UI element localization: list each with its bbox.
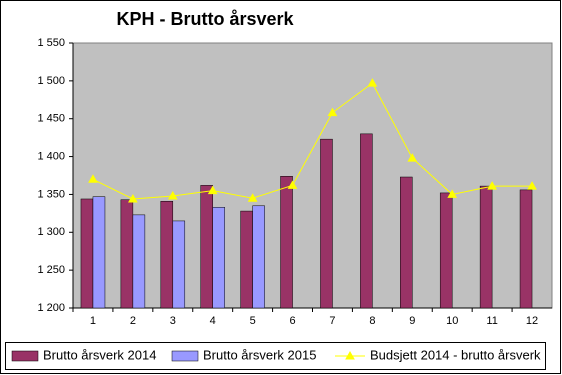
y-tick-label: 1 450 (37, 113, 65, 125)
bar (80, 198, 94, 309)
y-tick-label: 1 350 (37, 188, 65, 200)
marker (88, 174, 98, 183)
x-tick-label: 2 (130, 315, 136, 327)
marker (367, 78, 378, 87)
x-tick-label: 4 (210, 315, 216, 327)
y-tick-label: 1 300 (37, 226, 65, 238)
x-tick-label: 9 (409, 315, 415, 327)
bar (320, 138, 333, 309)
legend-label: Brutto årsverk 2015 (203, 347, 316, 362)
bar (160, 200, 174, 309)
bar (240, 210, 253, 309)
plot-area (72, 42, 553, 309)
bar (120, 199, 134, 309)
marker (487, 181, 497, 190)
bar (400, 176, 413, 309)
marker (447, 189, 458, 198)
y-tick-label: 1 250 (37, 264, 65, 276)
y-tick-label: 1 550 (37, 37, 65, 49)
marker (128, 193, 138, 203)
x-tick-label: 3 (170, 315, 176, 327)
x-tick-label: 11 (486, 315, 497, 327)
x-tick-label: 7 (329, 315, 335, 327)
x-tick-label: 1 (90, 315, 96, 327)
x-tick-label: 5 (250, 315, 256, 327)
bar (479, 185, 493, 309)
y-tick-label: 1 200 (37, 302, 65, 314)
bar (439, 192, 453, 309)
x-tick-label: 10 (446, 315, 458, 327)
bar (360, 133, 373, 309)
legend-swatch (11, 350, 39, 362)
marker (527, 181, 537, 190)
bar (252, 205, 265, 309)
legend-marker (345, 350, 355, 360)
legend-label: Brutto årsverk 2014 (43, 347, 156, 362)
legend-swatch (171, 350, 199, 362)
chart-title: KPH - Brutto årsverk (116, 9, 294, 29)
x-tick-label: 6 (289, 315, 295, 327)
bar (172, 220, 186, 309)
marker (247, 193, 258, 202)
bar (92, 196, 106, 309)
marker (287, 180, 298, 189)
marker (207, 185, 218, 195)
marker (407, 153, 418, 162)
y-tick-label: 1 400 (37, 150, 65, 162)
bar (132, 214, 146, 309)
x-tick-label: 12 (526, 315, 538, 327)
marker (167, 190, 178, 200)
bar (212, 207, 225, 309)
bar (280, 176, 293, 309)
x-tick-label: 8 (369, 315, 375, 327)
legend (5, 342, 546, 370)
y-tick-label: 1 500 (37, 75, 65, 87)
bar (200, 185, 213, 309)
legend-label: Budsjett 2014 - brutto årsverk (370, 347, 541, 362)
bar (519, 189, 533, 309)
line (92, 82, 533, 200)
marker (327, 107, 338, 117)
